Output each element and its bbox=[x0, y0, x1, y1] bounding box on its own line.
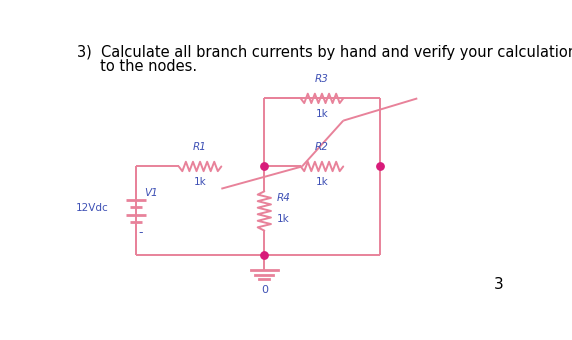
Text: 3)  Calculate all branch currents by hand and verify your calculations by applyi: 3) Calculate all branch currents by hand… bbox=[77, 45, 572, 60]
Text: 1k: 1k bbox=[316, 109, 328, 119]
Text: -: - bbox=[138, 226, 143, 239]
Text: R2: R2 bbox=[315, 142, 329, 152]
Point bbox=[260, 164, 269, 169]
Text: 1k: 1k bbox=[194, 177, 206, 187]
Text: R3: R3 bbox=[315, 74, 329, 84]
Text: 12Vdc: 12Vdc bbox=[76, 203, 109, 214]
Text: 1k: 1k bbox=[277, 214, 289, 224]
Text: 0: 0 bbox=[261, 285, 268, 295]
Text: R4: R4 bbox=[277, 193, 291, 203]
Text: to the nodes.: to the nodes. bbox=[77, 59, 197, 74]
Text: R1: R1 bbox=[193, 142, 207, 152]
Point bbox=[375, 164, 384, 169]
Point bbox=[260, 253, 269, 258]
Text: 1k: 1k bbox=[316, 177, 328, 187]
Text: 3: 3 bbox=[494, 277, 504, 292]
Text: V1: V1 bbox=[144, 188, 157, 198]
